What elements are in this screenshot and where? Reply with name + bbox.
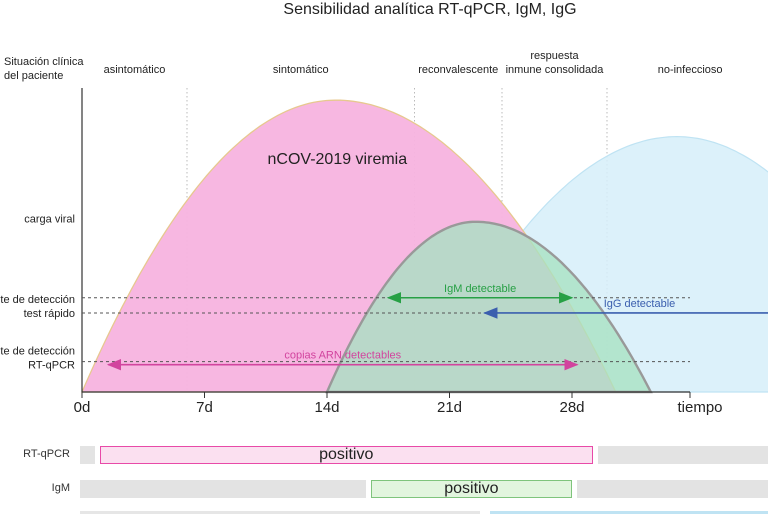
y-reference-label: RT-qPCR: [28, 360, 75, 372]
viremia-label: nCOV-2019 viremia: [268, 151, 408, 168]
y-reference-label: carga viral: [24, 214, 75, 226]
negative-segment: [80, 446, 95, 464]
y-reference-label: límite de detección: [0, 346, 75, 358]
positive-label: positivo: [444, 480, 499, 497]
result-row-label: RT-qPCR: [23, 448, 70, 460]
negative-segment: [80, 480, 366, 498]
annotation-label: IgM detectable: [444, 283, 516, 295]
result-row-label: IgM: [51, 482, 70, 494]
phase-label: sintomático: [273, 64, 329, 76]
x-axis-label: tiempo: [677, 399, 722, 416]
x-tick-label: 7d: [196, 399, 213, 416]
phase-label: asintomático: [104, 64, 166, 76]
phase-label: inmune consolidada: [506, 64, 605, 76]
y-reference-label: límite de detección: [0, 294, 75, 306]
chart-title: Sensibilidad analítica RT-qPCR, IgM, IgG: [283, 1, 576, 18]
positive-label: positivo: [319, 446, 374, 463]
phase-label: respuesta: [530, 50, 579, 62]
y-header-line: Situación clínica: [4, 56, 84, 68]
x-tick-label: 21d: [437, 399, 462, 416]
positive-segment: positivo: [370, 480, 572, 498]
positive-segment: [489, 511, 768, 514]
annotation-label: copias ARN detectables: [284, 350, 401, 362]
phase-label: no-infeccioso: [658, 64, 723, 76]
x-tick-label: 28d: [559, 399, 584, 416]
phase-label: reconvalescente: [418, 64, 498, 76]
igm-area: [325, 220, 653, 394]
negative-segment: [80, 511, 480, 514]
y-reference-label: test rápido: [24, 308, 75, 320]
negative-segment: [577, 480, 768, 498]
y-header-line: del paciente: [4, 70, 63, 82]
x-tick-label: 14d: [314, 399, 339, 416]
x-tick-label: 0d: [74, 399, 91, 416]
annotation-label: IgG detectable: [604, 298, 676, 310]
negative-segment: [598, 446, 768, 464]
positive-segment: positivo: [99, 446, 593, 464]
